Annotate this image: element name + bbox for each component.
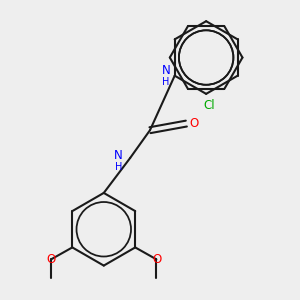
Text: N: N: [162, 64, 170, 77]
Text: O: O: [46, 253, 55, 266]
Text: H: H: [115, 161, 122, 172]
Text: Cl: Cl: [204, 99, 215, 112]
Text: O: O: [152, 253, 162, 266]
Text: O: O: [190, 117, 199, 130]
Text: N: N: [114, 149, 123, 162]
Text: H: H: [162, 77, 170, 87]
